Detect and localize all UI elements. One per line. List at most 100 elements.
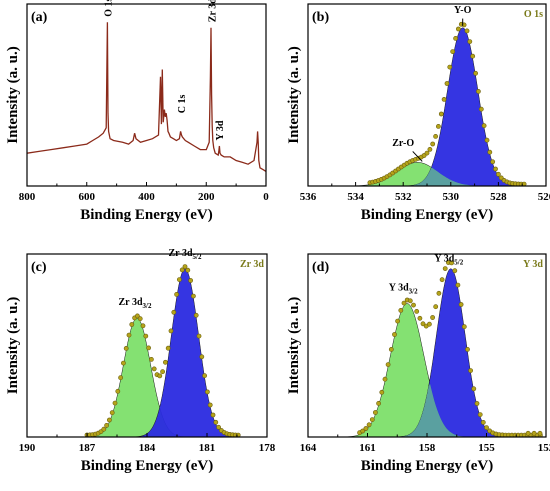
panel-label: (a) (31, 10, 48, 25)
envelope-point (107, 417, 112, 423)
annotation-subscript: 3/2 (409, 288, 418, 296)
series-line (27, 22, 266, 172)
envelope-point (436, 290, 442, 296)
x-tick-label: 526 (538, 191, 550, 203)
envelope-point (160, 369, 165, 375)
panel-b: 536 534 532 530 528 526 Binding Energy (eV) Int… (286, 3, 550, 223)
plot-frame (307, 3, 547, 187)
envelope-point (165, 345, 171, 351)
x-tick-label: 536 (300, 191, 317, 203)
envelope-point (121, 360, 126, 366)
y-axis-label: Intensity (a. u.) (286, 297, 302, 395)
panel-label: (c) (31, 260, 47, 275)
envelope-point (182, 264, 188, 269)
envelope-point (475, 89, 481, 94)
envelope-point (490, 159, 496, 165)
corner-label: Y 3d (523, 259, 543, 270)
annotation-main: Zr 3d (169, 248, 193, 259)
envelope-point (101, 426, 107, 432)
envelope-point (461, 324, 467, 330)
envelope-point (207, 402, 213, 408)
envelope-point (427, 146, 433, 152)
envelope-point (487, 149, 493, 155)
envelope-point (493, 166, 498, 172)
envelope-point (143, 333, 149, 339)
envelope-point (450, 49, 456, 54)
x-tick-label: 0 (263, 191, 269, 203)
envelope-point (433, 133, 438, 139)
envelope-point (162, 359, 168, 365)
envelope-point (531, 430, 537, 436)
envelope-point (398, 307, 404, 313)
x-tick-label: 190 (19, 442, 36, 454)
annotation-subscript: 5/2 (193, 253, 202, 261)
envelope-point (458, 302, 464, 307)
envelope-point (109, 410, 115, 416)
envelope-point (464, 28, 470, 34)
annotation-main: Zr 3d (119, 297, 143, 308)
peak-annotation: O 1s (103, 0, 114, 17)
corner-label: Zr 3d (240, 259, 264, 270)
x-tick-label: 152 (538, 442, 550, 454)
peak-annotation: Y 3d5/2 (434, 253, 463, 266)
x-tick-label: 158 (419, 442, 436, 454)
envelope-point (372, 410, 378, 415)
envelope-point (455, 26, 461, 32)
envelope-point (430, 315, 435, 320)
peak-annotation: Zr 3d5/2 (169, 248, 202, 261)
envelope-point (447, 64, 453, 70)
peak-annotation: Y-O (454, 5, 472, 16)
envelope-point (411, 302, 416, 308)
overlap-fill (308, 167, 546, 186)
x-tick-label: 187 (79, 442, 96, 454)
envelope-point (484, 425, 489, 430)
x-tick-label: 200 (198, 191, 215, 203)
envelope-point (379, 389, 385, 395)
x-tick-label: 800 (19, 191, 36, 203)
envelope-point (204, 389, 210, 395)
envelope-point (179, 267, 185, 273)
envelope-point (430, 141, 436, 147)
x-tick-label: 534 (347, 191, 364, 203)
envelope-point (196, 333, 202, 339)
envelope-point (176, 277, 182, 282)
envelope-point (467, 39, 473, 44)
envelope-point (185, 267, 191, 273)
envelope-point (112, 400, 118, 406)
x-tick-label: 532 (395, 191, 412, 203)
envelope-point (395, 318, 400, 324)
envelope-point (171, 309, 177, 315)
x-tick-label: 400 (138, 191, 155, 203)
envelope-point (376, 400, 381, 406)
envelope-point (477, 412, 483, 417)
envelope-point (193, 312, 199, 318)
y-axis-label: Intensity (a. u.) (5, 297, 21, 395)
plot-area (27, 22, 266, 172)
envelope-point (146, 345, 151, 351)
envelope-point (471, 386, 477, 392)
envelope-point (385, 362, 391, 367)
envelope-point (474, 401, 480, 406)
x-tick-label: 164 (300, 442, 317, 454)
envelope-point (202, 373, 207, 379)
envelope-point (424, 150, 430, 156)
envelope-point (420, 321, 426, 327)
panel-c: 190 187 184 181 178 Binding Energy (eV) Intens… (5, 248, 276, 474)
envelope-point (455, 282, 461, 288)
x-axis-label: Binding Energy (eV) (80, 207, 213, 223)
annotation-subscript: 3/2 (143, 302, 152, 310)
annotation-main: Zr-O (392, 138, 414, 149)
corner-label: O 1s (524, 9, 543, 20)
panel-d: 164 161 158 155 152 Binding Energy (eV) Intens… (286, 253, 550, 474)
annotation-arrow (412, 151, 423, 162)
envelope-point (537, 430, 543, 436)
x-axis-label: Binding Energy (eV) (361, 207, 494, 223)
envelope-point (134, 313, 140, 319)
envelope-point (525, 430, 531, 436)
envelope-point (157, 373, 163, 379)
peak-annotation: Zr 3d (207, 0, 218, 22)
overlap-fill (308, 383, 546, 437)
peak-annotation: Y 3d3/2 (389, 283, 418, 296)
peak-annotation: C 1s (177, 94, 188, 113)
panel-label: (d) (312, 260, 329, 275)
